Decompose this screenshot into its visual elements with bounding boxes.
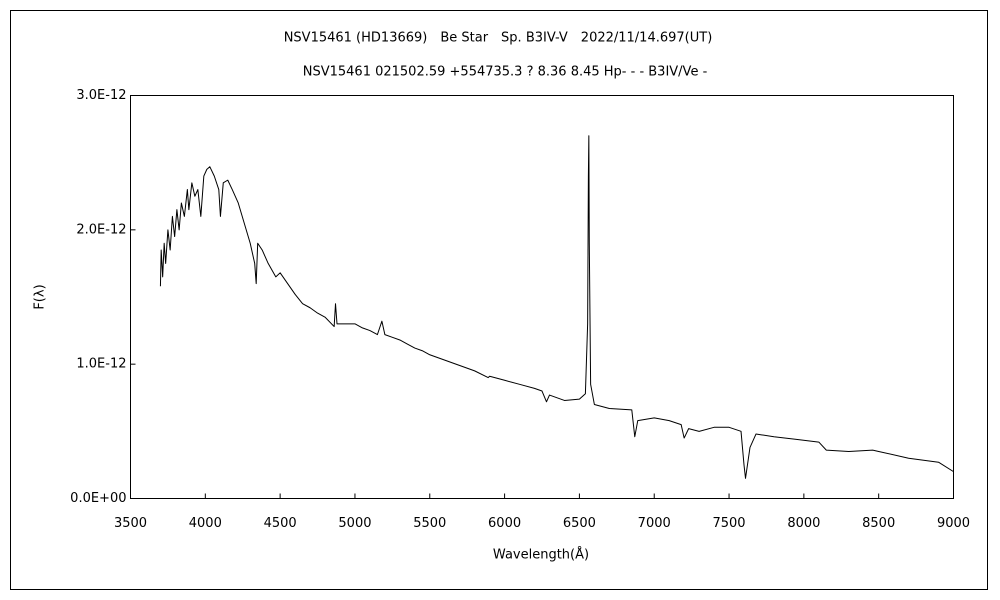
plot-frame: [130, 95, 954, 499]
spectrum-line: [159, 135, 954, 479]
x-tick-label: 5000: [338, 516, 371, 531]
chart-frame: [10, 10, 988, 590]
x-tick-label: 7500: [712, 516, 745, 531]
y-tick-label: 0.0E+00: [70, 491, 126, 506]
x-tick-label: 6500: [563, 516, 596, 531]
x-tick-label: 8000: [787, 516, 820, 531]
x-tick-label: 8500: [862, 516, 895, 531]
y-tick-label: 3.0E-12: [76, 88, 126, 103]
y-tick-label: 2.0E-12: [76, 222, 126, 237]
x-tick-label: 9000: [937, 516, 970, 531]
y-axis-label: F(λ): [33, 284, 48, 309]
x-tick-label: 5500: [413, 516, 446, 531]
x-axis-label: Wavelength(Å): [493, 547, 589, 563]
x-tick-label: 3500: [114, 516, 147, 531]
x-tick-label: 4000: [189, 516, 222, 531]
x-tick-label: 7000: [638, 516, 671, 531]
chart-subtitle: NSV15461 021502.59 +554735.3 ? 8.36 8.45…: [303, 65, 708, 80]
x-tick-label: 4500: [264, 516, 297, 531]
y-tick-label: 1.0E-12: [76, 357, 126, 372]
chart-title: NSV15461 (HD13669) Be Star Sp. B3IV-V 20…: [284, 31, 713, 46]
x-tick-label: 6000: [488, 516, 521, 531]
